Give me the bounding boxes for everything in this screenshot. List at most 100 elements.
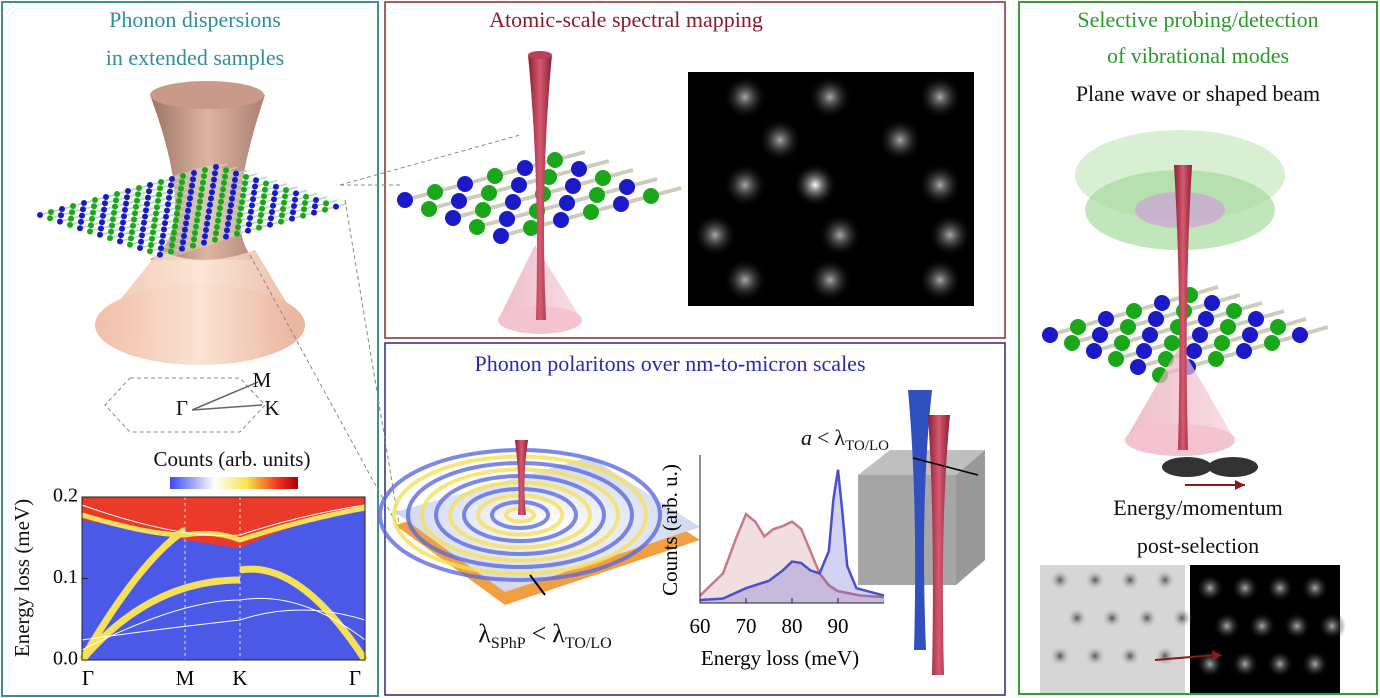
atom bbox=[1070, 319, 1086, 335]
title: of vibrational modes bbox=[1107, 43, 1289, 68]
atom bbox=[149, 236, 155, 242]
atom bbox=[147, 182, 153, 188]
atom bbox=[260, 199, 266, 205]
atom bbox=[203, 227, 209, 233]
spot bbox=[1050, 646, 1070, 666]
atom bbox=[211, 177, 217, 183]
atom bbox=[272, 190, 278, 196]
atom bbox=[1204, 295, 1220, 311]
spot bbox=[808, 258, 852, 302]
atom bbox=[292, 197, 298, 203]
atom bbox=[189, 183, 195, 189]
symbol: λ bbox=[552, 619, 565, 648]
atom bbox=[262, 187, 268, 193]
atom bbox=[179, 246, 185, 252]
atom bbox=[109, 223, 115, 229]
title: Atomic-scale spectral mapping bbox=[489, 7, 763, 32]
spot bbox=[758, 118, 802, 162]
symbol: < bbox=[532, 619, 547, 648]
atom bbox=[243, 174, 249, 180]
atom bbox=[134, 198, 140, 204]
axis-label: Counts (arb. u.) bbox=[658, 464, 682, 596]
atom bbox=[1154, 295, 1170, 311]
atom bbox=[183, 220, 189, 226]
atom bbox=[499, 211, 515, 227]
atom bbox=[171, 230, 177, 236]
atom bbox=[224, 227, 230, 233]
decoration bbox=[150, 81, 264, 109]
subscript: SPhP bbox=[491, 635, 526, 652]
atom bbox=[138, 239, 144, 245]
atom bbox=[323, 200, 329, 206]
title: Selective probing/detection bbox=[1077, 7, 1318, 32]
spot bbox=[1120, 646, 1140, 666]
atom bbox=[132, 210, 138, 216]
spot bbox=[1266, 574, 1294, 602]
atom bbox=[257, 218, 263, 224]
spot bbox=[1067, 608, 1087, 628]
atom bbox=[251, 190, 257, 196]
atom bbox=[223, 167, 229, 173]
atom bbox=[182, 227, 188, 233]
atom bbox=[122, 207, 128, 213]
atom bbox=[279, 212, 285, 218]
symbol: < bbox=[817, 425, 829, 450]
atom bbox=[218, 199, 224, 205]
atom bbox=[145, 195, 151, 201]
atom bbox=[487, 168, 503, 184]
atom bbox=[98, 226, 104, 232]
atom bbox=[517, 160, 533, 176]
atom bbox=[121, 213, 127, 219]
atom bbox=[208, 196, 214, 202]
size-relation: a<λTO/LO bbox=[801, 425, 889, 454]
y-tick-label: 0.1 bbox=[53, 566, 78, 588]
decoration bbox=[170, 477, 298, 489]
atom bbox=[1148, 311, 1164, 327]
atom bbox=[158, 245, 164, 251]
spot bbox=[1248, 612, 1276, 640]
atom bbox=[1236, 343, 1252, 359]
atom bbox=[219, 193, 225, 199]
atom bbox=[221, 180, 227, 186]
atom bbox=[457, 176, 473, 192]
caption: post-selection bbox=[1137, 533, 1259, 558]
atom bbox=[69, 209, 75, 215]
x-tick-label: 60 bbox=[690, 614, 711, 638]
atom bbox=[246, 221, 252, 227]
atom bbox=[451, 193, 467, 209]
symbol: λ bbox=[834, 425, 845, 450]
atom bbox=[300, 213, 306, 219]
atom bbox=[223, 234, 229, 240]
atom bbox=[283, 187, 289, 193]
atom bbox=[1042, 327, 1058, 343]
atom bbox=[198, 192, 204, 198]
y-tick-label: 0.0 bbox=[53, 648, 78, 670]
atom bbox=[302, 200, 308, 206]
atom bbox=[185, 208, 191, 214]
atom bbox=[1292, 327, 1308, 343]
atom bbox=[200, 180, 206, 186]
atom bbox=[1270, 319, 1286, 335]
spot bbox=[918, 163, 962, 207]
spot bbox=[1050, 570, 1070, 590]
spot bbox=[1231, 650, 1259, 678]
atom bbox=[57, 219, 63, 225]
atom bbox=[301, 206, 307, 212]
atom bbox=[175, 205, 181, 211]
subtitle: Plane wave or shaped beam bbox=[1076, 81, 1320, 106]
atom bbox=[1142, 327, 1158, 343]
spot bbox=[1085, 570, 1105, 590]
decoration bbox=[693, 75, 972, 302]
atom bbox=[191, 170, 197, 176]
atom bbox=[235, 224, 241, 230]
spot bbox=[878, 118, 922, 162]
atom bbox=[157, 185, 163, 191]
atom bbox=[209, 189, 215, 195]
atom bbox=[230, 190, 236, 196]
atom bbox=[172, 223, 178, 229]
atom bbox=[1164, 335, 1180, 351]
bz-label: K bbox=[264, 396, 279, 420]
atom bbox=[1136, 343, 1152, 359]
atom bbox=[1108, 351, 1124, 367]
atom bbox=[263, 181, 269, 187]
